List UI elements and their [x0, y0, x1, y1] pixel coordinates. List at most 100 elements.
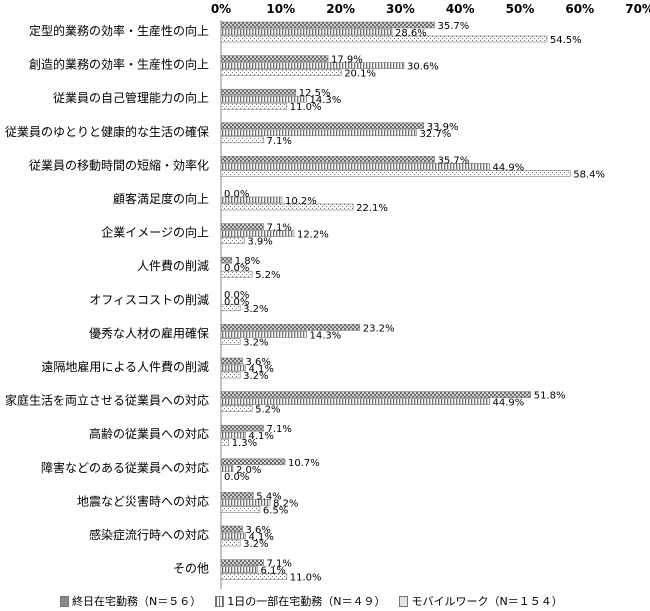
bars	[220, 21, 571, 580]
bar-series-1	[220, 566, 258, 573]
bar-series-1	[220, 95, 307, 103]
bar-series-2	[220, 69, 342, 76]
data-labels: 35.7%28.6%54.5%17.9%30.6%20.1%12.5%14.3%…	[224, 21, 605, 584]
x-tick-label: 60%	[565, 2, 594, 16]
category-label: 感染症流行時への対応	[89, 527, 209, 542]
x-tick-label: 30%	[386, 2, 415, 16]
bar-series-1	[220, 62, 405, 69]
bar-series-0	[220, 324, 361, 331]
data-label-series-0: 17.9%	[331, 55, 363, 66]
bar-series-1	[220, 331, 307, 338]
data-label-series-0: 0.0%	[224, 290, 249, 301]
category-label: 従業員のゆとりと健康的な生活の確保	[5, 124, 209, 139]
bar-series-2	[220, 405, 253, 412]
data-label-series-0: 12.5%	[299, 88, 331, 99]
category-label: 企業イメージの向上	[101, 225, 209, 240]
x-axis-ticks: 0% 10% 20% 30% 40% 50% 60% 70%	[211, 2, 650, 16]
x-tick-label: 40%	[446, 2, 475, 16]
category-label: 高齢の従業員への対応	[89, 426, 209, 441]
category-label: 人件費の削減	[137, 258, 209, 273]
bar-series-0	[220, 492, 254, 499]
data-label-series-2: 3.2%	[243, 337, 268, 348]
data-label-series-0: 0.0%	[224, 189, 249, 200]
bar-series-0	[220, 256, 233, 264]
data-label-series-2: 11.0%	[290, 573, 322, 584]
data-label-series-0: 1.8%	[235, 256, 260, 267]
bar-series-1	[220, 398, 490, 405]
data-label-series-2: 3.2%	[243, 304, 268, 315]
bar-series-1	[220, 364, 246, 372]
legend-swatch-series-1	[215, 595, 225, 607]
bar-series-2	[220, 136, 264, 144]
category-label: 定型的業務の効率・生産性の向上	[29, 23, 209, 38]
category-label: 創造的業務の効率・生産性の向上	[29, 57, 209, 72]
data-label-series-0: 35.7%	[437, 155, 469, 166]
category-label: その他	[173, 562, 209, 576]
data-label-series-0: 33.9%	[427, 122, 459, 133]
bar-series-1	[220, 465, 234, 473]
category-label: 障害などのある従業員への対応	[41, 460, 209, 475]
data-label-series-0: 7.1%	[266, 223, 291, 234]
bar-series-2	[220, 573, 288, 580]
data-label-series-1: 44.9%	[493, 162, 525, 173]
bar-series-0	[220, 156, 435, 163]
bar-series-0	[220, 223, 264, 230]
bar-series-2	[220, 35, 548, 43]
x-tick-label: 50%	[506, 2, 535, 16]
category-label: 従業員の自己管理能力の向上	[53, 90, 209, 105]
legend-item-series-0: 終日在宅勤務（N＝５６）	[60, 593, 201, 609]
x-tick-label: 70%	[625, 2, 650, 16]
legend: 終日在宅勤務（N＝５６） 1日の一部在宅勤務（N＝４９） モバイルワーク（N＝１…	[0, 592, 650, 610]
data-label-series-2: 5.2%	[255, 405, 280, 416]
category-label: 地震など災害時への対応	[77, 493, 209, 508]
data-label-series-1: 12.2%	[297, 230, 329, 241]
data-label-series-1: 8.2%	[273, 498, 298, 509]
bar-series-2	[220, 270, 253, 278]
bar-series-1	[220, 431, 246, 439]
data-label-series-1: 44.9%	[493, 398, 525, 409]
category-label: 従業員の移動時間の短縮・効率化	[29, 157, 209, 172]
bar-series-1	[220, 129, 417, 137]
bar-series-1	[220, 499, 271, 506]
data-label-series-1: 4.1%	[249, 364, 274, 375]
bar-series-2	[220, 539, 241, 547]
data-label-series-1: 14.3%	[310, 330, 342, 341]
data-label-series-0: 35.7%	[437, 21, 469, 32]
bar-series-0	[220, 525, 243, 533]
bar-series-1	[220, 28, 393, 36]
category-label: 家庭生活を両立させる従業員への対応	[5, 393, 209, 408]
data-label-series-0: 7.1%	[266, 424, 291, 435]
bar-series-2	[220, 170, 571, 177]
legend-label-series-2: モバイルワーク（N＝１５４）	[411, 595, 563, 608]
data-label-series-0: 51.8%	[534, 391, 566, 402]
data-label-series-1: 4.1%	[249, 532, 274, 543]
bar-series-1	[220, 532, 246, 540]
data-label-series-2: 11.0%	[290, 102, 322, 113]
data-label-series-2: 22.1%	[356, 203, 388, 214]
bar-series-0	[220, 391, 532, 398]
category-label: 優秀な人材の雇用確保	[89, 325, 209, 340]
data-label-series-1: 2.0%	[236, 465, 261, 476]
bar-series-2	[220, 304, 241, 312]
bar-series-1	[220, 230, 295, 237]
data-label-series-1: 6.1%	[260, 566, 285, 577]
legend-label-series-0: 終日在宅勤務（N＝５６）	[72, 595, 202, 608]
bar-series-0	[220, 424, 264, 432]
bar-series-0	[220, 122, 425, 130]
category-label: 遠隔地雇用による人件費の削減	[41, 359, 209, 374]
data-label-series-0: 5.4%	[256, 491, 281, 502]
x-tick-label: 20%	[326, 2, 355, 16]
data-label-series-1: 28.6%	[395, 28, 427, 39]
data-label-series-1: 0.0%	[224, 263, 249, 274]
bar-chart: 0% 10% 20% 30% 40% 50% 60% 70% 定型的業務の効率・生産性の向上創…	[5, 2, 650, 590]
bar-series-2	[220, 438, 230, 446]
data-label-series-0: 7.1%	[266, 559, 291, 570]
x-tick-label: 10%	[266, 2, 295, 16]
bar-series-0	[220, 21, 435, 29]
bar-series-1	[220, 163, 490, 170]
bar-series-0	[220, 458, 286, 466]
bar-series-2	[220, 506, 261, 513]
data-label-series-2: 20.1%	[344, 69, 376, 80]
data-label-series-2: 3.2%	[243, 539, 268, 550]
bar-series-0	[220, 357, 243, 365]
